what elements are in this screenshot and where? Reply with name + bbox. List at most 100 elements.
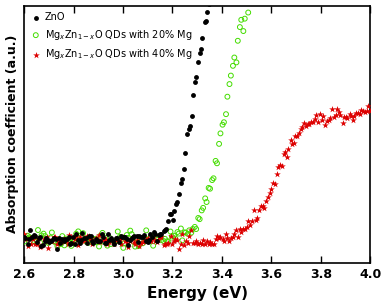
Mg$_x$Zn$_{1-x}$O QDs with 20% Mg [214, 161, 220, 166]
Mg$_x$Zn$_{1-x}$O QDs with 40% Mg [158, 235, 164, 239]
ZnO [87, 234, 94, 239]
Mg$_x$Zn$_{1-x}$O QDs with 40% Mg [128, 236, 135, 241]
ZnO [100, 235, 106, 240]
Mg$_x$Zn$_{1-x}$O QDs with 40% Mg [113, 237, 120, 242]
ZnO [119, 235, 125, 240]
Mg$_x$Zn$_{1-x}$O QDs with 20% Mg [205, 185, 212, 190]
Mg$_x$Zn$_{1-x}$O QDs with 40% Mg [23, 237, 29, 242]
Mg$_x$Zn$_{1-x}$O QDs with 40% Mg [42, 239, 48, 244]
Mg$_x$Zn$_{1-x}$O QDs with 40% Mg [134, 238, 140, 243]
Mg$_x$Zn$_{1-x}$O QDs with 20% Mg [44, 239, 50, 244]
Mg$_x$Zn$_{1-x}$O QDs with 20% Mg [58, 242, 64, 247]
Mg$_x$Zn$_{1-x}$O QDs with 40% Mg [188, 228, 194, 233]
Mg$_x$Zn$_{1-x}$O QDs with 20% Mg [31, 239, 38, 244]
Mg$_x$Zn$_{1-x}$O QDs with 40% Mg [351, 114, 358, 119]
Mg$_x$Zn$_{1-x}$O QDs with 20% Mg [59, 234, 65, 239]
Mg$_x$Zn$_{1-x}$O QDs with 40% Mg [161, 242, 167, 247]
ZnO [128, 235, 135, 240]
Mg$_x$Zn$_{1-x}$O QDs with 20% Mg [141, 235, 147, 240]
ZnO [38, 243, 45, 248]
ZnO [42, 238, 48, 243]
Mg$_x$Zn$_{1-x}$O QDs with 40% Mg [73, 233, 79, 238]
ZnO [168, 211, 174, 216]
Mg$_x$Zn$_{1-x}$O QDs with 40% Mg [238, 229, 244, 234]
Mg$_x$Zn$_{1-x}$O QDs with 40% Mg [165, 240, 171, 245]
Mg$_x$Zn$_{1-x}$O QDs with 40% Mg [68, 235, 74, 239]
ZnO [151, 230, 157, 235]
ZnO [113, 236, 119, 241]
ZnO [142, 239, 149, 243]
ZnO [193, 75, 199, 80]
Mg$_x$Zn$_{1-x}$O QDs with 20% Mg [228, 73, 234, 78]
Mg$_x$Zn$_{1-x}$O QDs with 40% Mg [296, 130, 302, 135]
Mg$_x$Zn$_{1-x}$O QDs with 20% Mg [162, 236, 168, 241]
Mg$_x$Zn$_{1-x}$O QDs with 20% Mg [211, 176, 217, 181]
Mg$_x$Zn$_{1-x}$O QDs with 20% Mg [169, 234, 175, 239]
ZnO [140, 234, 146, 239]
Mg$_x$Zn$_{1-x}$O QDs with 40% Mg [305, 121, 311, 126]
Mg$_x$Zn$_{1-x}$O QDs with 40% Mg [111, 242, 117, 247]
Mg$_x$Zn$_{1-x}$O QDs with 40% Mg [310, 119, 316, 124]
Mg$_x$Zn$_{1-x}$O QDs with 20% Mg [63, 236, 69, 241]
Mg$_x$Zn$_{1-x}$O QDs with 20% Mg [104, 243, 110, 248]
Mg$_x$Zn$_{1-x}$O QDs with 20% Mg [38, 233, 45, 238]
ZnO [94, 238, 100, 243]
Mg$_x$Zn$_{1-x}$O QDs with 20% Mg [193, 227, 199, 231]
Mg$_x$Zn$_{1-x}$O QDs with 40% Mg [21, 232, 27, 237]
Mg$_x$Zn$_{1-x}$O QDs with 20% Mg [72, 237, 78, 242]
ZnO [187, 124, 193, 129]
Mg$_x$Zn$_{1-x}$O QDs with 40% Mg [37, 244, 43, 249]
Mg$_x$Zn$_{1-x}$O QDs with 20% Mg [157, 234, 163, 239]
Mg$_x$Zn$_{1-x}$O QDs with 20% Mg [175, 230, 181, 235]
Mg$_x$Zn$_{1-x}$O QDs with 40% Mg [66, 233, 72, 238]
ZnO [121, 234, 127, 239]
ZnO [204, 10, 211, 14]
Mg$_x$Zn$_{1-x}$O QDs with 40% Mg [193, 238, 199, 243]
ZnO [201, 20, 207, 25]
ZnO [116, 240, 122, 245]
Mg$_x$Zn$_{1-x}$O QDs with 40% Mg [268, 186, 274, 191]
Mg$_x$Zn$_{1-x}$O QDs with 40% Mg [325, 118, 332, 122]
Mg$_x$Zn$_{1-x}$O QDs with 40% Mg [332, 112, 339, 117]
ZnO [103, 241, 109, 246]
Mg$_x$Zn$_{1-x}$O QDs with 40% Mg [299, 125, 305, 130]
Mg$_x$Zn$_{1-x}$O QDs with 20% Mg [79, 234, 85, 239]
Mg$_x$Zn$_{1-x}$O QDs with 40% Mg [115, 237, 121, 242]
Mg$_x$Zn$_{1-x}$O QDs with 40% Mg [265, 194, 271, 199]
ZnO [91, 241, 97, 246]
Mg$_x$Zn$_{1-x}$O QDs with 40% Mg [172, 236, 178, 241]
ZnO [106, 237, 113, 242]
Mg$_x$Zn$_{1-x}$O QDs with 40% Mg [34, 241, 40, 246]
Mg$_x$Zn$_{1-x}$O QDs with 40% Mg [135, 244, 142, 249]
Mg$_x$Zn$_{1-x}$O QDs with 20% Mg [240, 29, 247, 33]
Mg$_x$Zn$_{1-x}$O QDs with 20% Mg [223, 112, 229, 117]
Mg$_x$Zn$_{1-x}$O QDs with 20% Mg [56, 240, 62, 245]
ZnO [53, 237, 59, 242]
ZnO [64, 237, 70, 242]
Mg$_x$Zn$_{1-x}$O QDs with 20% Mg [111, 239, 117, 244]
Mg$_x$Zn$_{1-x}$O QDs with 20% Mg [49, 230, 55, 235]
ZnO [99, 232, 105, 237]
Mg$_x$Zn$_{1-x}$O QDs with 40% Mg [47, 239, 53, 243]
Mg$_x$Zn$_{1-x}$O QDs with 40% Mg [49, 239, 55, 244]
Mg$_x$Zn$_{1-x}$O QDs with 40% Mg [312, 116, 318, 121]
ZnO [184, 132, 190, 137]
Mg$_x$Zn$_{1-x}$O QDs with 20% Mg [24, 233, 31, 238]
Mg$_x$Zn$_{1-x}$O QDs with 40% Mg [87, 237, 93, 242]
ZnO [62, 237, 68, 242]
Mg$_x$Zn$_{1-x}$O QDs with 40% Mg [91, 239, 97, 243]
Mg$_x$Zn$_{1-x}$O QDs with 40% Mg [58, 239, 64, 244]
ZnO [144, 239, 151, 244]
Mg$_x$Zn$_{1-x}$O QDs with 20% Mg [199, 208, 205, 213]
Mg$_x$Zn$_{1-x}$O QDs with 20% Mg [54, 244, 60, 249]
Mg$_x$Zn$_{1-x}$O QDs with 40% Mg [217, 234, 224, 239]
ZnO [57, 240, 63, 245]
ZnO [36, 236, 42, 241]
Mg$_x$Zn$_{1-x}$O QDs with 40% Mg [313, 113, 319, 118]
ZnO [31, 232, 37, 237]
Mg$_x$Zn$_{1-x}$O QDs with 20% Mg [172, 236, 178, 241]
Mg$_x$Zn$_{1-x}$O QDs with 40% Mg [205, 241, 212, 246]
Mg$_x$Zn$_{1-x}$O QDs with 40% Mg [350, 117, 356, 122]
ZnO [67, 241, 73, 246]
Mg$_x$Zn$_{1-x}$O QDs with 20% Mg [241, 16, 248, 21]
